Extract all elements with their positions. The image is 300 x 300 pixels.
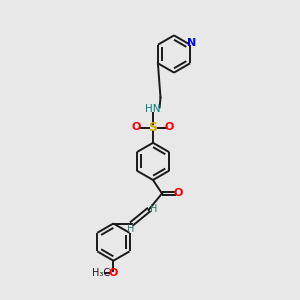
Text: O: O — [174, 188, 183, 199]
Text: O: O — [132, 122, 141, 133]
Text: O: O — [109, 268, 118, 278]
Text: N: N — [187, 38, 196, 48]
Text: O: O — [165, 122, 174, 133]
Text: HN: HN — [145, 104, 161, 115]
Text: H: H — [150, 203, 158, 214]
Text: H₃C: H₃C — [92, 268, 110, 278]
Text: S: S — [148, 121, 158, 134]
Text: H: H — [127, 224, 134, 234]
